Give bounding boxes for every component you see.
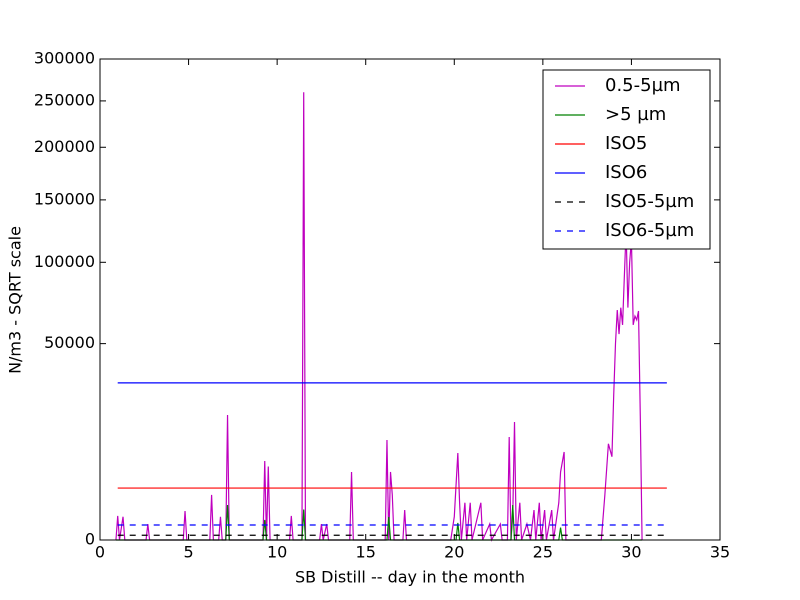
x-tick-label: 30	[621, 543, 641, 562]
y-tick-label: 200000	[34, 137, 95, 156]
x-axis-label: SB Distill -- day in the month	[295, 568, 525, 587]
legend-label: >5 µm	[605, 104, 666, 125]
legend: 0.5-5µm >5 µm ISO5 ISO6 ISO5-5µm ISO6-5µm	[542, 69, 711, 250]
legend-label: ISO6	[605, 162, 647, 183]
y-tick-label: 100000	[34, 252, 95, 271]
y-tick-label: 0	[85, 530, 95, 549]
y-tick-label: 250000	[34, 90, 95, 109]
legend-box	[542, 69, 711, 250]
plot-frame	[99, 58, 721, 541]
legend-label: ISO5-5µm	[605, 191, 694, 212]
legend-label: 0.5-5µm	[605, 75, 681, 96]
y-axis-label: N/m3 - SQRT scale	[6, 226, 25, 374]
x-tick-label: 5	[183, 543, 193, 562]
legend-label: ISO5	[605, 133, 647, 154]
x-tick-label: 35	[710, 543, 730, 562]
series-line	[115, 92, 643, 542]
y-tick-label: 300000	[34, 49, 95, 68]
y-tick-label: 150000	[34, 189, 95, 208]
x-tick-label: 15	[356, 543, 376, 562]
y-tick-label: 50000	[44, 333, 95, 352]
x-tick-label: 0	[95, 543, 105, 562]
legend-label: ISO6-5µm	[605, 220, 694, 241]
x-tick-label: 10	[267, 543, 287, 562]
x-tick-label: 20	[444, 543, 464, 562]
x-tick-label: 25	[533, 543, 553, 562]
